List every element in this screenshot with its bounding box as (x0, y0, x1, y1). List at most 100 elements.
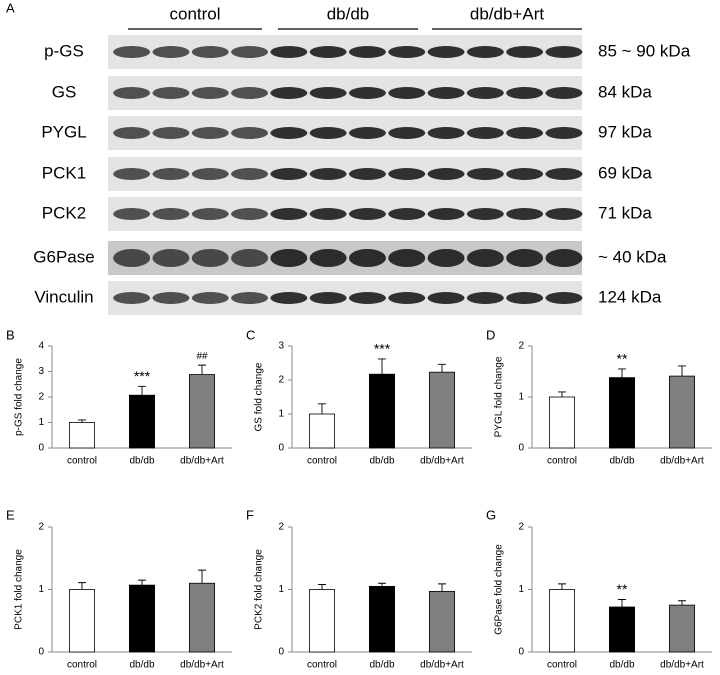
blot-band (506, 168, 544, 180)
blot-band (270, 87, 308, 99)
blot-band (545, 168, 583, 180)
error-bar (438, 363, 446, 373)
bar (188, 582, 215, 653)
blot-band (152, 87, 190, 99)
blot-band (152, 46, 190, 58)
panel-label: C (246, 327, 255, 342)
protein-label: G6Pase (33, 247, 94, 266)
significance-label: ## (196, 351, 208, 362)
panel-label: D (486, 327, 495, 342)
bar (128, 394, 155, 449)
blot-band (348, 46, 386, 58)
size-label: 84 kDa (598, 82, 652, 101)
y-tick-label: 3 (278, 341, 284, 352)
bar (549, 589, 576, 653)
blot-band (466, 127, 504, 139)
bar (69, 422, 96, 449)
x-tick-label: db/db (369, 456, 394, 467)
blot-band (231, 168, 269, 180)
error-bar (558, 391, 566, 397)
bar (669, 375, 696, 449)
blot-band (191, 292, 229, 304)
blot-band (348, 208, 386, 220)
blot-band (191, 168, 229, 180)
blot-band (113, 168, 151, 180)
blot-band (348, 87, 386, 99)
blot-band (427, 46, 465, 58)
y-axis-label: p-GS fold change (14, 358, 25, 436)
blot-band (545, 292, 583, 304)
x-tick-label: db/db+Art (420, 456, 464, 467)
bar (428, 590, 455, 653)
panel-label: B (6, 327, 15, 342)
x-tick-label: db/db (129, 660, 154, 671)
bar (128, 584, 155, 653)
blot-band (427, 249, 465, 267)
blot-band (388, 208, 426, 220)
bar (308, 589, 335, 653)
blot-band (113, 87, 151, 99)
blot-band (309, 127, 347, 139)
blot-band (388, 249, 426, 267)
blot-band (270, 127, 308, 139)
error-bar (78, 419, 86, 423)
blot-band (113, 208, 151, 220)
x-tick-label: control (307, 660, 337, 671)
y-tick-label: 3 (38, 366, 44, 377)
error-bar (378, 582, 386, 587)
blot-band (152, 292, 190, 304)
blot-band (545, 46, 583, 58)
x-tick-label: control (67, 660, 97, 671)
protein-label: PYGL (41, 122, 86, 141)
blot-band (152, 249, 190, 267)
blot-band (506, 127, 544, 139)
blot-band (388, 292, 426, 304)
y-tick-label: 4 (38, 341, 44, 352)
blot-band (388, 168, 426, 180)
size-label: 71 kDa (598, 203, 652, 222)
error-bar (78, 582, 86, 590)
size-label: ~ 40 kDa (598, 247, 667, 266)
blot-band (348, 127, 386, 139)
error-bar (318, 584, 326, 590)
blot-band (545, 249, 583, 267)
protein-label: GS (52, 82, 77, 101)
y-tick-label: 1 (518, 584, 524, 595)
y-tick-label: 0 (38, 647, 44, 658)
blot-band (191, 249, 229, 267)
protein-label: PCK1 (42, 163, 86, 182)
blot-band (191, 87, 229, 99)
blot-band (348, 292, 386, 304)
blot-band (427, 127, 465, 139)
y-tick-label: 0 (518, 647, 524, 658)
y-tick-label: 0 (278, 443, 284, 454)
error-bar (198, 569, 206, 584)
blot-band (466, 87, 504, 99)
size-label: 69 kDa (598, 163, 652, 182)
bar (609, 377, 636, 449)
blot-band (309, 46, 347, 58)
y-axis-label: GS fold change (254, 362, 265, 431)
blot-band (309, 208, 347, 220)
y-tick-label: 2 (278, 522, 284, 533)
blot-band (152, 127, 190, 139)
y-tick-label: 2 (518, 341, 524, 352)
bar (188, 374, 215, 449)
bar (368, 373, 395, 449)
x-tick-label: db/db (609, 660, 634, 671)
y-tick-label: 2 (38, 392, 44, 403)
panel-label: G (486, 507, 496, 522)
y-axis-label: PCK2 fold change (254, 549, 265, 630)
blot-band (309, 168, 347, 180)
x-tick-label: db/db (609, 456, 634, 467)
blot-band (545, 87, 583, 99)
blot-band (231, 127, 269, 139)
blot-band (348, 168, 386, 180)
blot-band (231, 208, 269, 220)
x-tick-label: db/db (129, 456, 154, 467)
blot-band (506, 46, 544, 58)
blot-band (545, 127, 583, 139)
x-tick-label: db/db+Art (420, 660, 464, 671)
blot-band (231, 46, 269, 58)
